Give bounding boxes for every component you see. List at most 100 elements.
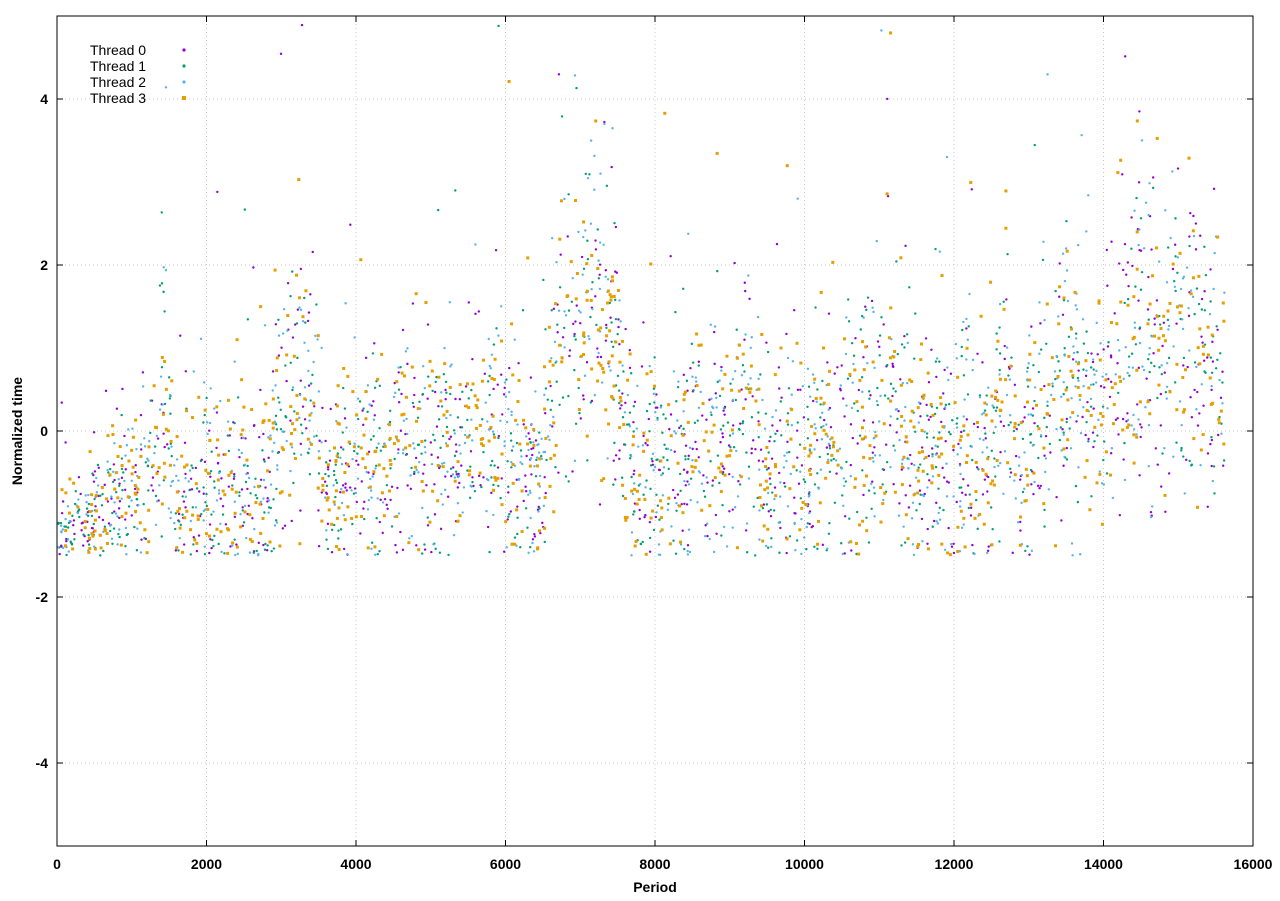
data-point: [392, 442, 396, 446]
data-point: [932, 436, 935, 439]
data-point: [1024, 467, 1028, 471]
data-point: [535, 464, 539, 468]
data-point: [335, 516, 339, 520]
data-point: [731, 432, 735, 435]
data-point: [807, 385, 811, 388]
data-point: [582, 352, 586, 356]
data-point: [225, 527, 229, 531]
data-point: [160, 282, 164, 285]
data-point: [191, 513, 195, 517]
data-point: [1006, 461, 1010, 465]
data-point: [948, 553, 952, 557]
data-point: [1044, 434, 1048, 438]
data-point: [652, 469, 655, 472]
data-point: [899, 378, 902, 381]
data-point: [1109, 452, 1113, 455]
data-point: [1132, 428, 1136, 431]
data-point: [1070, 397, 1073, 400]
data-point: [998, 352, 1002, 355]
data-point: [686, 471, 689, 474]
data-point: [247, 476, 251, 480]
data-point: [963, 545, 967, 549]
data-point: [455, 450, 458, 453]
data-point: [1149, 515, 1153, 519]
data-point: [937, 455, 941, 459]
data-point: [249, 492, 252, 495]
data-point: [160, 355, 164, 359]
data-point: [618, 299, 621, 302]
data-point: [776, 429, 779, 433]
data-point: [757, 411, 760, 414]
data-point: [245, 536, 248, 540]
data-point: [175, 546, 179, 550]
data-point: [640, 365, 644, 368]
data-point: [478, 423, 482, 427]
data-point: [878, 345, 881, 349]
data-point: [147, 540, 151, 544]
data-point: [141, 371, 145, 374]
data-point: [271, 389, 274, 392]
data-point: [71, 514, 74, 518]
data-point: [761, 507, 765, 510]
data-point: [1099, 423, 1103, 427]
data-point: [611, 127, 614, 130]
data-point: [282, 307, 286, 311]
data-point: [415, 544, 418, 547]
data-point: [715, 396, 718, 400]
data-point: [1118, 262, 1121, 265]
data-point: [208, 438, 212, 442]
data-point: [125, 444, 129, 447]
data-point: [305, 427, 308, 430]
data-point: [64, 441, 67, 444]
data-point: [1138, 474, 1141, 477]
data-point: [1002, 307, 1006, 311]
data-point: [1116, 338, 1120, 342]
data-point: [124, 544, 127, 548]
data-point: [785, 537, 789, 541]
data-point: [844, 480, 848, 483]
data-point: [860, 314, 864, 318]
data-point: [612, 384, 616, 388]
data-point: [110, 497, 113, 500]
data-point: [335, 454, 339, 458]
data-point: [1025, 474, 1029, 478]
data-point: [1139, 217, 1143, 220]
data-point: [492, 433, 496, 436]
data-point: [744, 398, 747, 401]
data-point: [191, 416, 195, 420]
data-point: [434, 547, 437, 551]
data-point: [697, 343, 701, 347]
data-point: [1055, 354, 1058, 358]
data-point: [219, 399, 222, 403]
data-point: [406, 484, 409, 487]
data-point: [304, 321, 307, 324]
data-point: [120, 476, 124, 480]
data-point: [113, 442, 116, 445]
data-point: [582, 334, 586, 338]
data-point: [922, 494, 926, 498]
data-point: [741, 432, 745, 436]
data-point: [643, 515, 646, 519]
data-point: [1222, 319, 1226, 323]
data-point: [509, 432, 513, 435]
data-point: [914, 312, 917, 315]
data-point: [938, 506, 942, 510]
data-point: [233, 475, 236, 478]
data-point: [1178, 400, 1182, 403]
data-point: [779, 526, 782, 530]
data-point: [1071, 411, 1075, 415]
data-point: [299, 442, 303, 446]
data-point: [597, 361, 601, 365]
data-point: [335, 545, 339, 549]
data-point: [73, 532, 76, 536]
data-point: [131, 435, 135, 439]
data-point: [551, 425, 554, 428]
data-point: [531, 538, 535, 541]
data-point: [1004, 189, 1008, 193]
series-2-points: [56, 29, 1226, 557]
data-point: [762, 503, 766, 506]
data-point: [343, 470, 347, 474]
data-point: [1025, 370, 1029, 373]
data-point: [985, 446, 989, 449]
